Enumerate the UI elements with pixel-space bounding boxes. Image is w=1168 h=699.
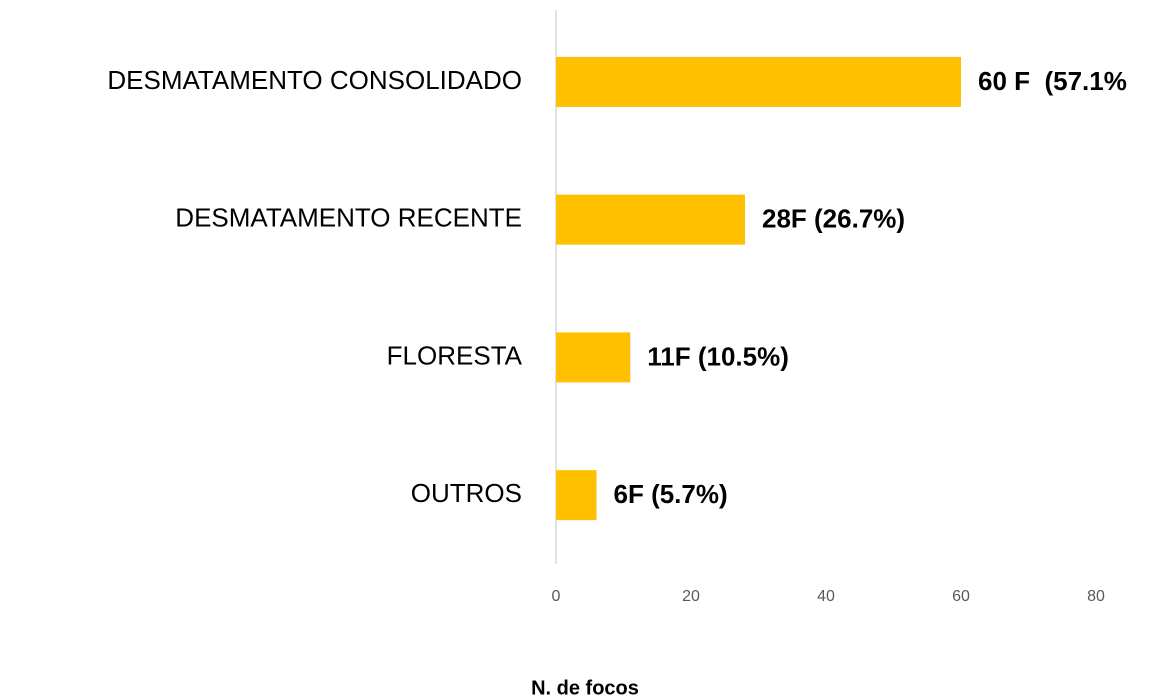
bar	[556, 194, 745, 245]
value-label: 28F (26.7%)	[762, 204, 905, 234]
x-tick-label: 0	[552, 588, 561, 605]
x-tick-label: 60	[952, 588, 970, 605]
bar	[556, 332, 631, 383]
x-tick-label: 80	[1087, 588, 1105, 605]
value-label: 60 F (57.1%	[978, 66, 1127, 96]
y-tick-label: OUTROS	[411, 478, 522, 508]
y-tick-label: DESMATAMENTO RECENTE	[175, 203, 522, 233]
bar	[556, 470, 597, 521]
y-tick-label: FLORESTA	[387, 340, 523, 370]
x-axis-title: N. de focos	[531, 677, 639, 699]
value-label: 6F (5.7%)	[614, 479, 728, 509]
bar	[556, 56, 961, 107]
x-tick-label: 20	[682, 588, 700, 605]
x-tick-label: 40	[817, 588, 835, 605]
value-label: 11F (10.5%)	[647, 341, 789, 371]
y-tick-label: DESMATAMENTO CONSOLIDADO	[107, 65, 522, 95]
